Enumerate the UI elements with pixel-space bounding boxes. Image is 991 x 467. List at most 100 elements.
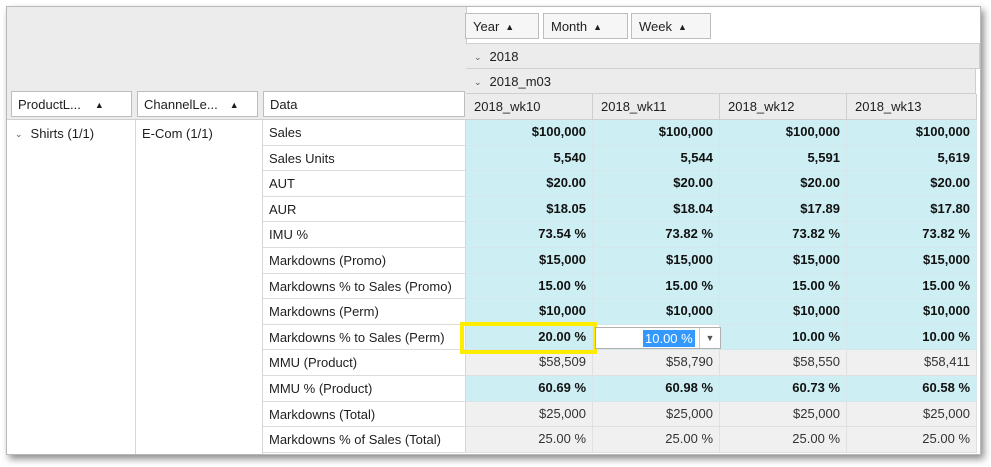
data-cell[interactable]: $100,000	[720, 120, 847, 146]
data-cell[interactable]: 15.00 %	[720, 274, 847, 299]
data-cell[interactable]: $25,000	[720, 402, 847, 427]
data-cell[interactable]: $25,000	[593, 402, 720, 427]
channel-level-label: ChannelLe...	[144, 97, 218, 112]
month-field-label: Month	[551, 19, 588, 34]
measure-row-label[interactable]: AUT	[263, 171, 466, 197]
data-cell[interactable]: $25,000	[847, 402, 977, 427]
sort-ascending-icon: ▲	[94, 100, 104, 110]
data-cell[interactable]: $10,000	[847, 299, 977, 325]
data-cell[interactable]: $100,000	[466, 120, 593, 146]
data-cell[interactable]: $20.00	[466, 171, 593, 197]
data-cell[interactable]: $18.04	[593, 197, 720, 222]
data-cell[interactable]: $15,000	[720, 248, 847, 274]
data-cell[interactable]: 5,544	[593, 146, 720, 171]
product-level-label: ProductL...	[18, 97, 81, 112]
data-cell[interactable]: $17.89	[720, 197, 847, 222]
data-cell[interactable]: $18.05	[466, 197, 593, 222]
data-cell[interactable]: $20.00	[593, 171, 720, 197]
data-cell[interactable]: 10.00 %	[720, 325, 847, 350]
product-level-field-button[interactable]: ProductL... ▲	[11, 91, 132, 117]
chevron-down-icon: ⌄	[15, 129, 23, 139]
data-cell[interactable]: 5,540	[466, 146, 593, 171]
week-column-label: 2018_wk11	[601, 99, 667, 114]
data-cell[interactable]: 60.73 %	[720, 376, 847, 402]
measure-row-label[interactable]: Markdowns % to Sales (Perm)	[263, 325, 466, 350]
week-field-button[interactable]: Week ▲	[631, 13, 711, 39]
pivot-grid: Year ▲ Month ▲ Week ▲ ⌄ 2018 ⌄ 2018_m03 Produ…	[6, 6, 981, 455]
measure-row-label[interactable]: MMU (Product)	[263, 350, 466, 376]
week-column-header[interactable]: 2018_wk12	[720, 94, 847, 120]
data-cell[interactable]: 15.00 %	[847, 274, 977, 299]
data-cell[interactable]: 25.00 %	[466, 427, 593, 453]
year-group-header[interactable]: ⌄ 2018	[466, 43, 980, 69]
month-group-header[interactable]: ⌄ 2018_m03	[466, 69, 976, 94]
editor-selected-text[interactable]: 10.00 %	[643, 330, 695, 347]
product-row-header[interactable]: ⌄ Shirts (1/1)	[7, 120, 136, 454]
sort-ascending-icon: ▲	[229, 100, 239, 110]
data-cell[interactable]: 10.00 %	[847, 325, 977, 350]
data-cell[interactable]: 60.69 %	[466, 376, 593, 402]
data-cell[interactable]: 15.00 %	[593, 274, 720, 299]
data-field-label: Data	[270, 97, 298, 112]
data-cell[interactable]: $15,000	[466, 248, 593, 274]
data-cell[interactable]: $58,790	[593, 350, 720, 376]
month-group-label: 2018_m03	[489, 74, 551, 89]
measure-row-label[interactable]: IMU %	[263, 222, 466, 248]
highlighted-cell-outline	[460, 322, 597, 354]
data-cell[interactable]: $10,000	[720, 299, 847, 325]
data-cell[interactable]: $10,000	[593, 299, 720, 325]
data-field-header[interactable]: Data	[263, 91, 465, 117]
data-cell[interactable]: 73.82 %	[593, 222, 720, 248]
dropdown-arrow-icon[interactable]: ▼	[699, 328, 720, 348]
week-column-header[interactable]: 2018_wk13	[847, 94, 977, 120]
data-cell[interactable]: $58,411	[847, 350, 977, 376]
measure-row-label[interactable]: Markdowns % to Sales (Promo)	[263, 274, 466, 299]
year-group-label: 2018	[489, 49, 519, 64]
channel-row-header[interactable]: E-Com (1/1)	[136, 120, 263, 454]
data-cell[interactable]: 5,619	[847, 146, 977, 171]
measure-row-label[interactable]: Markdowns (Perm)	[263, 299, 466, 325]
measure-row-label[interactable]: Markdowns (Promo)	[263, 248, 466, 274]
measure-row-label[interactable]: Markdowns % of Sales (Total)	[263, 427, 466, 453]
measure-row-label[interactable]: Markdowns (Total)	[263, 402, 466, 427]
data-cell[interactable]: $15,000	[593, 248, 720, 274]
data-cell[interactable]: 60.98 %	[593, 376, 720, 402]
measure-row-label[interactable]: MMU % (Product)	[263, 376, 466, 402]
measure-row-label[interactable]: Sales Units	[263, 146, 466, 171]
channel-value: E-Com (1/1)	[142, 126, 213, 141]
chevron-down-icon: ⌄	[474, 52, 482, 62]
data-cell[interactable]: 73.54 %	[466, 222, 593, 248]
data-cell[interactable]: $25,000	[466, 402, 593, 427]
data-cell[interactable]: $17.80	[847, 197, 977, 222]
week-column-header[interactable]: 2018_wk10	[466, 94, 593, 120]
product-value: Shirts (1/1)	[30, 126, 95, 141]
data-cell[interactable]: $15,000	[847, 248, 977, 274]
data-cell[interactable]: 25.00 %	[720, 427, 847, 453]
data-cell[interactable]: $100,000	[847, 120, 977, 146]
data-cell[interactable]: $58,550	[720, 350, 847, 376]
filter-area	[7, 7, 467, 90]
data-cell[interactable]: 25.00 %	[593, 427, 720, 453]
week-column-header[interactable]: 2018_wk11	[593, 94, 720, 120]
data-cell[interactable]: 73.82 %	[720, 222, 847, 248]
data-cell[interactable]: 20.00 %	[466, 325, 593, 350]
month-field-button[interactable]: Month ▲	[543, 13, 628, 39]
week-column-label: 2018_wk10	[474, 99, 541, 114]
data-cell[interactable]: 5,591	[720, 146, 847, 171]
year-field-label: Year	[473, 19, 500, 34]
data-cell[interactable]: $58,509	[466, 350, 593, 376]
data-cell[interactable]: 15.00 %	[466, 274, 593, 299]
channel-level-field-button[interactable]: ChannelLe... ▲	[137, 91, 258, 117]
measure-row-label[interactable]: AUR	[263, 197, 466, 222]
year-field-button[interactable]: Year ▲	[465, 13, 539, 39]
data-cell[interactable]: $100,000	[593, 120, 720, 146]
data-cell[interactable]: 60.58 %	[847, 376, 977, 402]
week-column-label: 2018_wk12	[728, 99, 795, 114]
data-cell[interactable]: 73.82 %	[847, 222, 977, 248]
data-cell[interactable]: 25.00 %	[847, 427, 977, 453]
cell-value-editor[interactable]: 10.00 % ▼	[595, 327, 721, 349]
week-column-label: 2018_wk13	[855, 99, 922, 114]
measure-row-label[interactable]: Sales	[263, 120, 466, 146]
data-cell[interactable]: $20.00	[847, 171, 977, 197]
data-cell[interactable]: $20.00	[720, 171, 847, 197]
